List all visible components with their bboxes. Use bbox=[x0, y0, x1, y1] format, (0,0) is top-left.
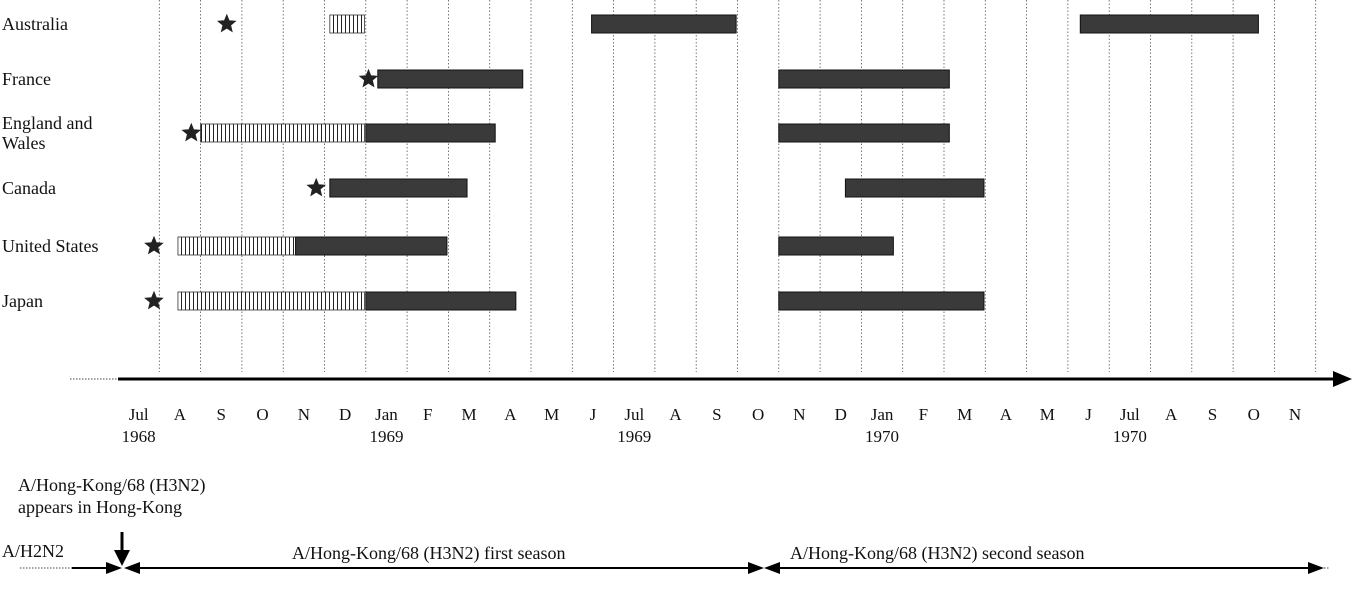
month-tick-label: M bbox=[544, 405, 559, 424]
country-row: France bbox=[2, 68, 950, 89]
epidemic-bar bbox=[844, 178, 985, 198]
month-tick-label: Jan bbox=[871, 405, 894, 424]
country-label-line: Japan bbox=[2, 291, 43, 311]
country-label: Australia bbox=[2, 14, 68, 34]
epidemic-bar bbox=[778, 236, 894, 256]
country-rows: Australia France England and Wales Canada Uni… bbox=[2, 13, 1259, 311]
month-tick-label: Jul bbox=[129, 405, 149, 424]
epidemic-bar bbox=[778, 291, 985, 311]
country-label: France bbox=[2, 69, 51, 89]
axis-arrowhead-icon bbox=[1333, 371, 1352, 387]
epidemic-bar bbox=[778, 123, 950, 143]
month-tick-label: Jul bbox=[624, 405, 644, 424]
country-label-line: France bbox=[2, 69, 51, 89]
first-case-star-icon bbox=[306, 177, 327, 197]
month-tick-label: D bbox=[339, 405, 351, 424]
month-tick-label: F bbox=[919, 405, 928, 424]
country-label-line: Wales bbox=[2, 133, 46, 153]
month-tick-label: O bbox=[256, 405, 268, 424]
month-tick-label: A bbox=[504, 405, 517, 424]
month-tick-label: J bbox=[1085, 405, 1092, 424]
first-season-label: A/Hong-Kong/68 (H3N2) first season bbox=[292, 543, 565, 564]
first-case-star-icon bbox=[181, 122, 202, 142]
country-label: Canada bbox=[2, 178, 56, 198]
month-tick-label: A bbox=[174, 405, 187, 424]
epidemic-bar bbox=[377, 69, 524, 89]
month-tick-label: M bbox=[957, 405, 972, 424]
sporadic-cases-bar bbox=[177, 236, 296, 256]
month-tick-label: S bbox=[1208, 405, 1217, 424]
epidemic-bar bbox=[591, 14, 737, 34]
year-tick-label: 1969 bbox=[369, 427, 403, 446]
country-row: Canada bbox=[2, 177, 985, 198]
country-label: Japan bbox=[2, 291, 43, 311]
month-tick-label: S bbox=[712, 405, 721, 424]
second-season-left-arrow-icon bbox=[764, 562, 780, 574]
first-case-star-icon bbox=[358, 68, 379, 88]
year-tick-label: 1970 bbox=[1113, 427, 1147, 446]
epidemic-bar bbox=[365, 291, 517, 311]
month-tick-label: S bbox=[217, 405, 226, 424]
month-tick-label: N bbox=[298, 405, 310, 424]
month-tick-label: N bbox=[1289, 405, 1301, 424]
emergence-annotation-line: appears in Hong-Kong bbox=[18, 497, 182, 517]
country-label: United States bbox=[2, 236, 99, 256]
first-case-star-icon bbox=[144, 235, 164, 255]
time-axis: Jul 1968 A S O N D Jan 1969 F M A M J Jul 1969 A S O N D Jan 1… bbox=[70, 371, 1352, 446]
month-tick-label: Jul bbox=[1120, 405, 1140, 424]
first-case-star-icon bbox=[216, 13, 237, 33]
season-annotations: A/Hong-Kong/68 (H3N2) appears in Hong-Kon… bbox=[2, 475, 1330, 574]
epidemic-bar bbox=[365, 123, 496, 143]
first-case-star-icon bbox=[144, 290, 164, 310]
year-tick-label: 1970 bbox=[865, 427, 899, 446]
sporadic-cases-bar bbox=[329, 14, 365, 34]
month-tick-label: A bbox=[1165, 405, 1178, 424]
epidemic-bar bbox=[329, 178, 468, 198]
country-label-line: United States bbox=[2, 236, 99, 256]
epidemic-bar bbox=[295, 236, 448, 256]
country-row: United States bbox=[2, 235, 894, 256]
country-label-line: Canada bbox=[2, 178, 56, 198]
first-season-right-arrow-icon bbox=[748, 562, 764, 574]
month-tick-label: N bbox=[793, 405, 805, 424]
country-row: Australia bbox=[2, 13, 1259, 34]
country-label: England and Wales bbox=[2, 113, 92, 153]
month-tick-label: J bbox=[590, 405, 597, 424]
epidemic-bar bbox=[1079, 14, 1259, 34]
prior-strain-label: A/H2N2 bbox=[2, 541, 64, 561]
emergence-arrow-icon bbox=[114, 550, 130, 566]
second-season-right-arrow-icon bbox=[1308, 562, 1324, 574]
month-tick-label: O bbox=[752, 405, 764, 424]
emergence-annotation: A/Hong-Kong/68 (H3N2) appears in Hong-Kon… bbox=[18, 475, 205, 517]
month-tick-label: M bbox=[1040, 405, 1055, 424]
emergence-annotation-line: A/Hong-Kong/68 (H3N2) bbox=[18, 475, 205, 496]
month-tick-label: D bbox=[835, 405, 847, 424]
country-row: England and Wales bbox=[2, 113, 950, 153]
month-tick-label: F bbox=[423, 405, 432, 424]
country-label-line: England and bbox=[2, 113, 92, 133]
country-label-line: Australia bbox=[2, 14, 68, 34]
month-tick-label: A bbox=[1000, 405, 1013, 424]
month-tick-label: A bbox=[669, 405, 682, 424]
sporadic-cases-bar bbox=[177, 291, 365, 311]
month-tick-label: Jan bbox=[375, 405, 398, 424]
first-season-left-arrow-icon bbox=[124, 562, 140, 574]
year-tick-label: 1969 bbox=[617, 427, 651, 446]
month-tick-label: O bbox=[1248, 405, 1260, 424]
epidemic-bar bbox=[778, 69, 950, 89]
month-tick-label: M bbox=[461, 405, 476, 424]
year-tick-label: 1968 bbox=[122, 427, 156, 446]
country-row: Japan bbox=[2, 290, 985, 311]
second-season-label: A/Hong-Kong/68 (H3N2) second season bbox=[790, 543, 1084, 564]
prior-strain-arrow-icon bbox=[106, 562, 122, 574]
sporadic-cases-bar bbox=[200, 123, 365, 143]
